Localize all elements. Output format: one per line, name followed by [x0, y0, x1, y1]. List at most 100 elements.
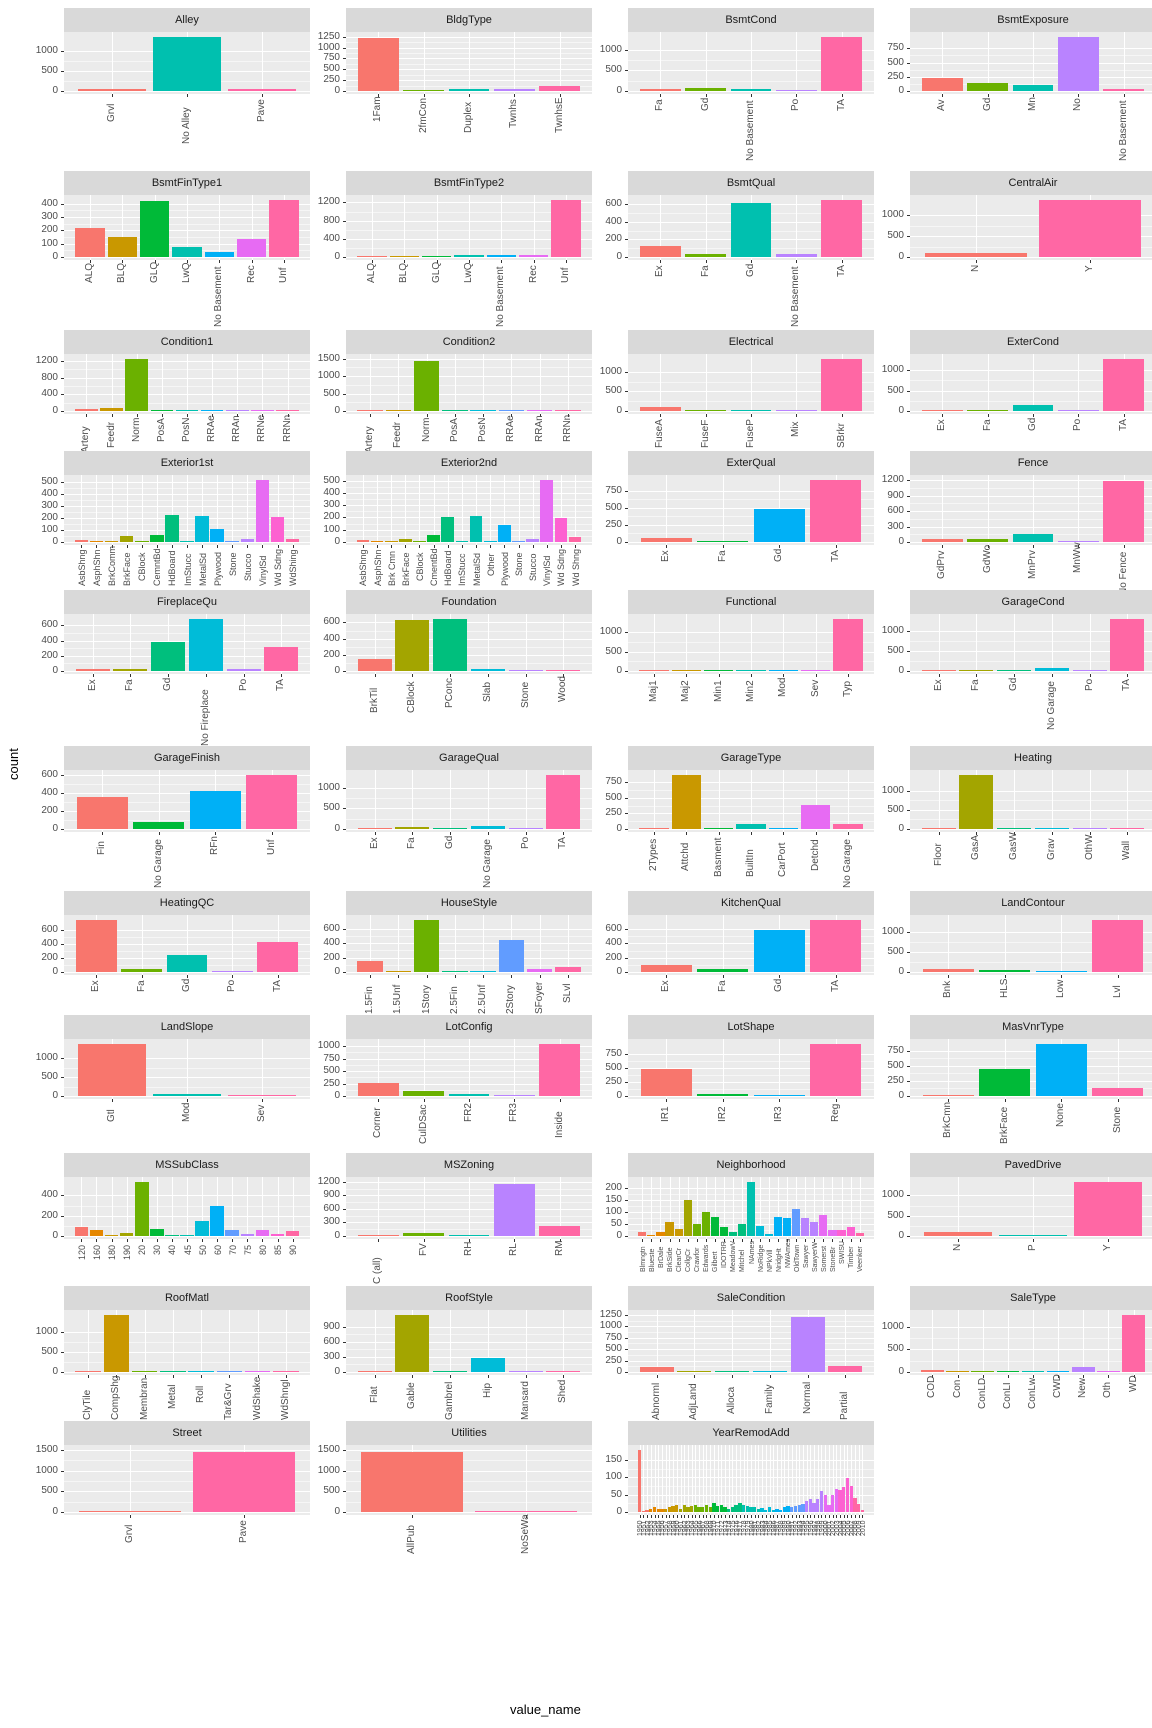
vertical-gridline [1014, 614, 1016, 674]
gridline [64, 1470, 310, 1472]
gridline [910, 257, 1152, 258]
bar-stucco [526, 538, 539, 542]
bar-no-garage [133, 821, 185, 829]
x-tick-label: 70 [227, 1244, 238, 1255]
gridline [910, 526, 1152, 528]
vertical-gridline [705, 32, 707, 94]
y-tick-mark [625, 49, 628, 51]
gridline [346, 928, 592, 930]
x-tick-mark [102, 832, 104, 835]
x-tick-label: No Garage [481, 838, 493, 888]
y-tick-mark [343, 47, 346, 49]
y-tick-label: 0 [616, 1230, 622, 1241]
vertical-gridline [96, 1177, 98, 1239]
vertical-gridline [1078, 354, 1080, 414]
x-tick-label: PosN [181, 417, 192, 442]
vertical-gridline [262, 1039, 264, 1099]
x-tick-label: Fa [124, 679, 136, 691]
y-tick-label: 1000 [317, 781, 340, 793]
minor-gridline [910, 518, 1152, 520]
vertical-gridline [806, 1445, 808, 1515]
y-tick-label: 500 [605, 385, 622, 397]
y-tick-label: 1000 [35, 45, 58, 57]
bar-stonebr [828, 1229, 837, 1236]
x-tick-label: Floor [932, 842, 944, 866]
facet-panel-kitchenqual: KitchenQual 0 200 400 600 Ex Fa Gd TA [605, 891, 874, 1016]
y-tick-mark [343, 202, 346, 204]
gridline [910, 1349, 1152, 1351]
x-tick-label: RRNe [256, 414, 268, 442]
y-tick-label: 200 [605, 1181, 622, 1193]
y-tick-label: 0 [898, 966, 904, 977]
x-tick-label: 1Fam [372, 96, 384, 122]
y-tick-label: 0 [616, 1506, 622, 1517]
x-tick-mark [1117, 975, 1119, 978]
x-tick-label: ALQ [84, 262, 95, 283]
x-tick-label: Maj2 [680, 680, 692, 702]
y-tick-label: 0 [898, 251, 904, 262]
vertical-gridline [201, 1310, 203, 1375]
bar-mansard [508, 1371, 543, 1372]
bar-glq [140, 201, 170, 257]
x-tick-label: Ex [932, 679, 944, 691]
plot-area [628, 195, 874, 260]
y-tick-mark [343, 1450, 346, 1452]
x-tick-label: Fa [716, 980, 728, 992]
y-tick-label: 150 [605, 1453, 622, 1465]
x-tick-label: Wood [557, 676, 569, 702]
vertical-gridline [948, 915, 950, 975]
y-tick-label: 1000 [881, 209, 904, 221]
bar-roll [188, 1371, 214, 1372]
x-tick-label: Fa [981, 419, 993, 431]
bar-180 [104, 1235, 119, 1236]
y-tick-mark [61, 929, 64, 931]
y-tick-mark [907, 1372, 910, 1373]
y-tick-label: 0 [52, 1506, 58, 1517]
vertical-gridline [754, 1445, 756, 1515]
vertical-gridline [843, 1445, 845, 1515]
vertical-gridline [141, 915, 143, 975]
x-tick-mark [773, 1515, 775, 1518]
bar-hls [979, 970, 1031, 972]
x-tick-label: WdShing [288, 549, 299, 586]
minor-gridline [346, 1364, 592, 1366]
x-tick-label: TA [829, 979, 841, 992]
minor-gridline [628, 1343, 874, 1345]
y-tick-label: 1250 [317, 30, 340, 42]
gridline [628, 929, 874, 931]
x-tick-mark [718, 832, 720, 835]
bar-fr2 [448, 1093, 490, 1096]
bar-fusea [640, 407, 681, 411]
x-tick-mark [461, 545, 463, 548]
x-tick-mark [171, 1239, 173, 1242]
x-tick-mark [705, 414, 707, 417]
x-tick-mark [1078, 414, 1080, 417]
y-tick-label: 500 [41, 1485, 58, 1497]
bar-ta [810, 919, 862, 972]
bar-pave [192, 1452, 295, 1512]
x-tick-mark [1033, 414, 1034, 417]
y-tick-mark [907, 215, 910, 217]
y-tick-label: 500 [887, 230, 904, 242]
bar-45 [180, 1234, 194, 1236]
bar-1985 [767, 1507, 772, 1512]
x-tick-mark [404, 260, 406, 263]
bar-c-all- [358, 1235, 399, 1236]
minor-gridline [346, 935, 592, 937]
vertical-gridline [654, 770, 655, 832]
x-tick-label: Stone [1111, 1106, 1123, 1133]
minor-gridline [628, 1320, 874, 1322]
x-tick-mark [563, 674, 565, 677]
vertical-gridline [378, 1039, 380, 1099]
bar-oldtown [792, 1208, 801, 1236]
vertical-gridline [369, 915, 371, 975]
y-tick-mark [61, 361, 64, 363]
x-tick-label: CBlock [137, 552, 148, 581]
vertical-gridline [841, 1177, 843, 1239]
bar-family [752, 1371, 787, 1372]
x-tick-mark [1117, 1099, 1119, 1102]
x-tick-label: HLS [998, 978, 1010, 998]
vertical-gridline [1004, 915, 1006, 975]
bar-fr3 [493, 1095, 535, 1096]
vertical-gridline [433, 475, 435, 545]
